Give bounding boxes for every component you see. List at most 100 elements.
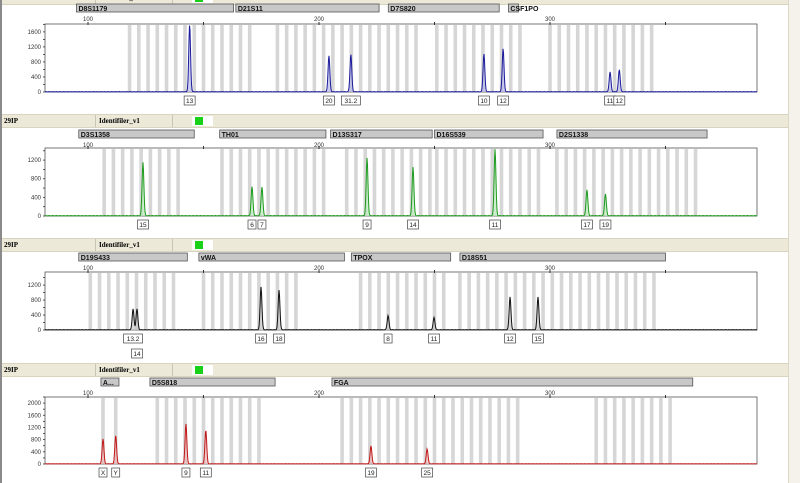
- allele-bin: [564, 149, 568, 216]
- allele-label-text: 14: [409, 222, 417, 229]
- allele-call-label[interactable]: 12: [504, 333, 516, 344]
- allele-label-text: 16: [257, 336, 265, 343]
- locus-bar[interactable]: [331, 377, 694, 387]
- allele-bin: [668, 398, 672, 464]
- allele-call-label[interactable]: 17: [581, 219, 593, 230]
- locus-bar[interactable]: [350, 252, 452, 262]
- allele-bin: [610, 149, 615, 216]
- allele-bin: [266, 149, 270, 216]
- allele-bin: [582, 149, 587, 216]
- allele-label-box: [273, 333, 285, 344]
- allele-bin: [153, 273, 157, 330]
- allele-bin: [148, 149, 153, 216]
- allele-bin: [139, 149, 143, 216]
- allele-call-label[interactable]: 19: [599, 219, 612, 230]
- locus-bar[interactable]: [330, 129, 433, 139]
- allele-bin: [238, 398, 243, 464]
- allele-call-label[interactable]: 9: [181, 467, 191, 478]
- y-tick-label: 400: [31, 450, 42, 456]
- sample-header-row[interactable]: 29IP Identifiler_v1: [2, 114, 788, 128]
- allele-call-label[interactable]: 14: [407, 219, 419, 230]
- locus-bar[interactable]: [78, 252, 188, 262]
- locus-bar[interactable]: [78, 129, 195, 139]
- y-tick-label: 1600: [28, 413, 42, 419]
- allele-call-label[interactable]: 31.2: [341, 95, 361, 106]
- allele-call-label[interactable]: 13.2: [123, 333, 143, 344]
- allele-bin: [596, 273, 601, 330]
- allele-call-label[interactable]: 10: [478, 95, 490, 106]
- allele-bin: [229, 149, 234, 216]
- allele-bin: [97, 273, 102, 330]
- allele-call-label[interactable]: 7: [257, 219, 267, 230]
- allele-bin: [693, 149, 698, 216]
- locus-bar[interactable]: [556, 129, 708, 139]
- allele-call-label[interactable]: 12: [613, 95, 626, 106]
- locus-bar[interactable]: [434, 129, 544, 139]
- window-border: [0, 0, 2, 483]
- allele-bin: [467, 273, 471, 330]
- locus-bar[interactable]: [219, 129, 327, 139]
- allele-call-label[interactable]: 11: [489, 219, 501, 230]
- allele-bin: [441, 273, 446, 330]
- allele-call-label[interactable]: 11: [199, 467, 212, 478]
- allele-bin: [423, 398, 428, 464]
- status-square: [195, 117, 203, 125]
- locus-bar[interactable]: [459, 252, 666, 262]
- locus-name: TH01: [222, 132, 239, 139]
- allele-bin: [183, 25, 187, 92]
- locus-bar[interactable]: [235, 3, 380, 13]
- locus-name: D5S818: [152, 380, 177, 387]
- allele-call-label[interactable]: 15: [532, 333, 544, 344]
- locus-bar[interactable]: [76, 3, 234, 13]
- allele-bin: [527, 149, 532, 216]
- allele-bin: [504, 273, 508, 330]
- allele-call-label[interactable]: 6: [247, 219, 257, 230]
- locus-bar[interactable]: [198, 252, 345, 262]
- allele-bin: [247, 149, 252, 216]
- allele-label-text: Y: [114, 470, 119, 477]
- allele-bin: [633, 273, 638, 330]
- allele-call-label[interactable]: 19: [365, 467, 377, 478]
- locus-bar[interactable]: [387, 3, 500, 13]
- status-square: [195, 0, 203, 2]
- allele-label-text: 25: [423, 470, 431, 477]
- allele-call-label[interactable]: 13: [183, 95, 196, 106]
- allele-call-label[interactable]: 20: [323, 95, 335, 106]
- vertical-scrollbar[interactable]: [788, 0, 800, 483]
- sample-name: 29IP: [4, 117, 18, 125]
- allele-label-text: 18: [275, 336, 283, 343]
- locus-name: D13S317: [333, 132, 362, 139]
- allele-bin: [592, 149, 596, 216]
- allele-bin: [499, 25, 504, 92]
- allele-label-text: 9: [184, 470, 188, 477]
- sample-header-row[interactable]: 29IP Identifiler_v1: [2, 238, 788, 252]
- allele-call-label[interactable]: 16: [255, 333, 267, 344]
- locus-name: D2S1338: [559, 132, 588, 139]
- sample-header-row[interactable]: 29IP Identifiler_v1: [2, 363, 788, 377]
- allele-label-text: 11: [492, 222, 499, 229]
- locus-name: D18S51: [462, 255, 487, 262]
- locus-bar[interactable]: [508, 3, 519, 13]
- locus-bar[interactable]: [149, 377, 276, 387]
- y-tick-label: 1200: [28, 45, 42, 51]
- allele-call-label[interactable]: Y: [111, 467, 121, 478]
- locus-bar[interactable]: [100, 377, 120, 387]
- allele-label-text: 11: [202, 470, 209, 477]
- allele-bin: [146, 25, 150, 92]
- allele-call-label[interactable]: 14: [131, 348, 143, 359]
- allele-call-label[interactable]: X: [98, 467, 108, 478]
- allele-call-label[interactable]: 18: [273, 333, 285, 344]
- allele-call-label[interactable]: 12: [497, 95, 509, 106]
- allele-bin: [642, 273, 647, 330]
- allele-call-label[interactable]: 25: [421, 467, 433, 478]
- y-tick-label: 1200: [28, 283, 42, 289]
- allele-call-label[interactable]: 15: [137, 219, 149, 230]
- cell-divider: [172, 239, 173, 251]
- allele-call-label[interactable]: 9: [362, 219, 372, 230]
- allele-call-label[interactable]: 8: [383, 333, 393, 344]
- allele-bin: [619, 149, 624, 216]
- allele-bin: [372, 149, 377, 216]
- x-tick-label: 200: [314, 391, 325, 397]
- peak-fill: [45, 423, 757, 464]
- allele-call-label[interactable]: 11: [428, 333, 440, 344]
